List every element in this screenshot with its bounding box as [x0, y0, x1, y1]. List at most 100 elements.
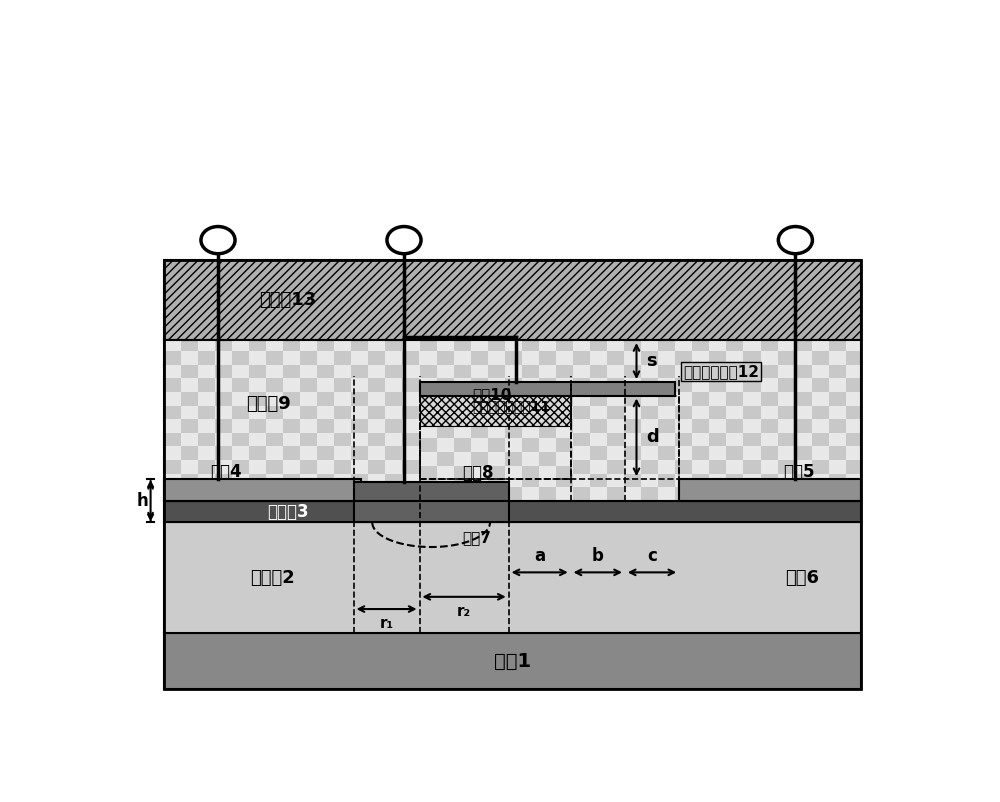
- Bar: [624, 460, 641, 473]
- Bar: [556, 406, 573, 419]
- Bar: [488, 460, 505, 473]
- Bar: [505, 365, 522, 379]
- Bar: [420, 395, 679, 479]
- Circle shape: [201, 226, 235, 253]
- Bar: [556, 452, 571, 465]
- Bar: [402, 340, 420, 351]
- Bar: [675, 419, 692, 433]
- Bar: [334, 340, 351, 351]
- Bar: [437, 465, 454, 479]
- Text: 漏极5: 漏极5: [783, 463, 815, 480]
- Bar: [437, 452, 454, 465]
- Bar: [812, 447, 829, 460]
- Bar: [679, 479, 861, 500]
- Bar: [198, 419, 215, 433]
- Bar: [539, 473, 556, 487]
- Text: a: a: [534, 547, 545, 565]
- Bar: [420, 382, 571, 479]
- Bar: [658, 487, 675, 500]
- Bar: [454, 439, 471, 452]
- Bar: [402, 365, 420, 379]
- Bar: [164, 479, 361, 500]
- Bar: [778, 365, 795, 379]
- Bar: [368, 365, 385, 379]
- Bar: [283, 487, 300, 500]
- Bar: [488, 379, 505, 392]
- Bar: [300, 473, 317, 487]
- Bar: [829, 379, 846, 392]
- Bar: [539, 465, 556, 479]
- Bar: [454, 351, 471, 365]
- Bar: [692, 406, 709, 419]
- Bar: [709, 419, 726, 433]
- Bar: [675, 447, 692, 460]
- Bar: [778, 419, 795, 433]
- Text: 势垒层3: 势垒层3: [267, 503, 309, 520]
- Bar: [726, 460, 743, 473]
- Bar: [812, 473, 829, 487]
- Bar: [505, 392, 522, 406]
- Bar: [420, 439, 437, 452]
- Bar: [522, 433, 539, 447]
- Bar: [164, 500, 861, 522]
- Bar: [471, 365, 488, 379]
- Bar: [232, 340, 249, 351]
- Bar: [471, 473, 488, 487]
- Bar: [215, 406, 232, 419]
- Bar: [846, 473, 861, 487]
- Text: 一字形栅场板12: 一字形栅场板12: [683, 364, 759, 379]
- Bar: [556, 351, 573, 365]
- Bar: [795, 487, 812, 500]
- Bar: [164, 340, 181, 351]
- Text: r₂: r₂: [457, 604, 471, 619]
- Bar: [607, 365, 624, 379]
- Bar: [488, 426, 505, 439]
- Bar: [454, 487, 471, 500]
- Bar: [556, 433, 573, 447]
- Bar: [198, 392, 215, 406]
- Bar: [437, 447, 454, 460]
- Bar: [334, 419, 351, 433]
- Bar: [522, 465, 539, 479]
- Bar: [164, 419, 181, 433]
- Bar: [181, 351, 198, 365]
- Bar: [437, 365, 454, 379]
- Bar: [215, 487, 232, 500]
- Bar: [573, 365, 590, 379]
- Bar: [266, 473, 283, 487]
- Bar: [539, 419, 556, 433]
- Bar: [726, 487, 743, 500]
- Bar: [658, 406, 675, 419]
- Bar: [761, 460, 778, 473]
- Bar: [164, 365, 181, 379]
- Bar: [420, 382, 571, 479]
- Bar: [778, 340, 795, 351]
- Bar: [300, 340, 317, 351]
- Bar: [709, 340, 726, 351]
- Bar: [556, 439, 571, 452]
- Bar: [624, 487, 641, 500]
- Bar: [590, 487, 607, 500]
- Bar: [385, 460, 402, 473]
- Bar: [368, 392, 385, 406]
- Bar: [488, 439, 505, 452]
- Bar: [181, 406, 198, 419]
- Bar: [488, 351, 505, 365]
- Text: s: s: [646, 352, 656, 370]
- Bar: [641, 392, 658, 406]
- Bar: [283, 406, 300, 419]
- Bar: [692, 460, 709, 473]
- Bar: [164, 522, 861, 634]
- Bar: [522, 460, 539, 473]
- Bar: [249, 460, 266, 473]
- Bar: [846, 340, 861, 351]
- Bar: [607, 419, 624, 433]
- Bar: [488, 433, 505, 447]
- Bar: [726, 406, 743, 419]
- Text: h: h: [136, 492, 148, 510]
- Bar: [164, 340, 861, 500]
- Bar: [505, 439, 522, 452]
- Bar: [795, 379, 812, 392]
- Bar: [488, 487, 505, 500]
- Bar: [283, 351, 300, 365]
